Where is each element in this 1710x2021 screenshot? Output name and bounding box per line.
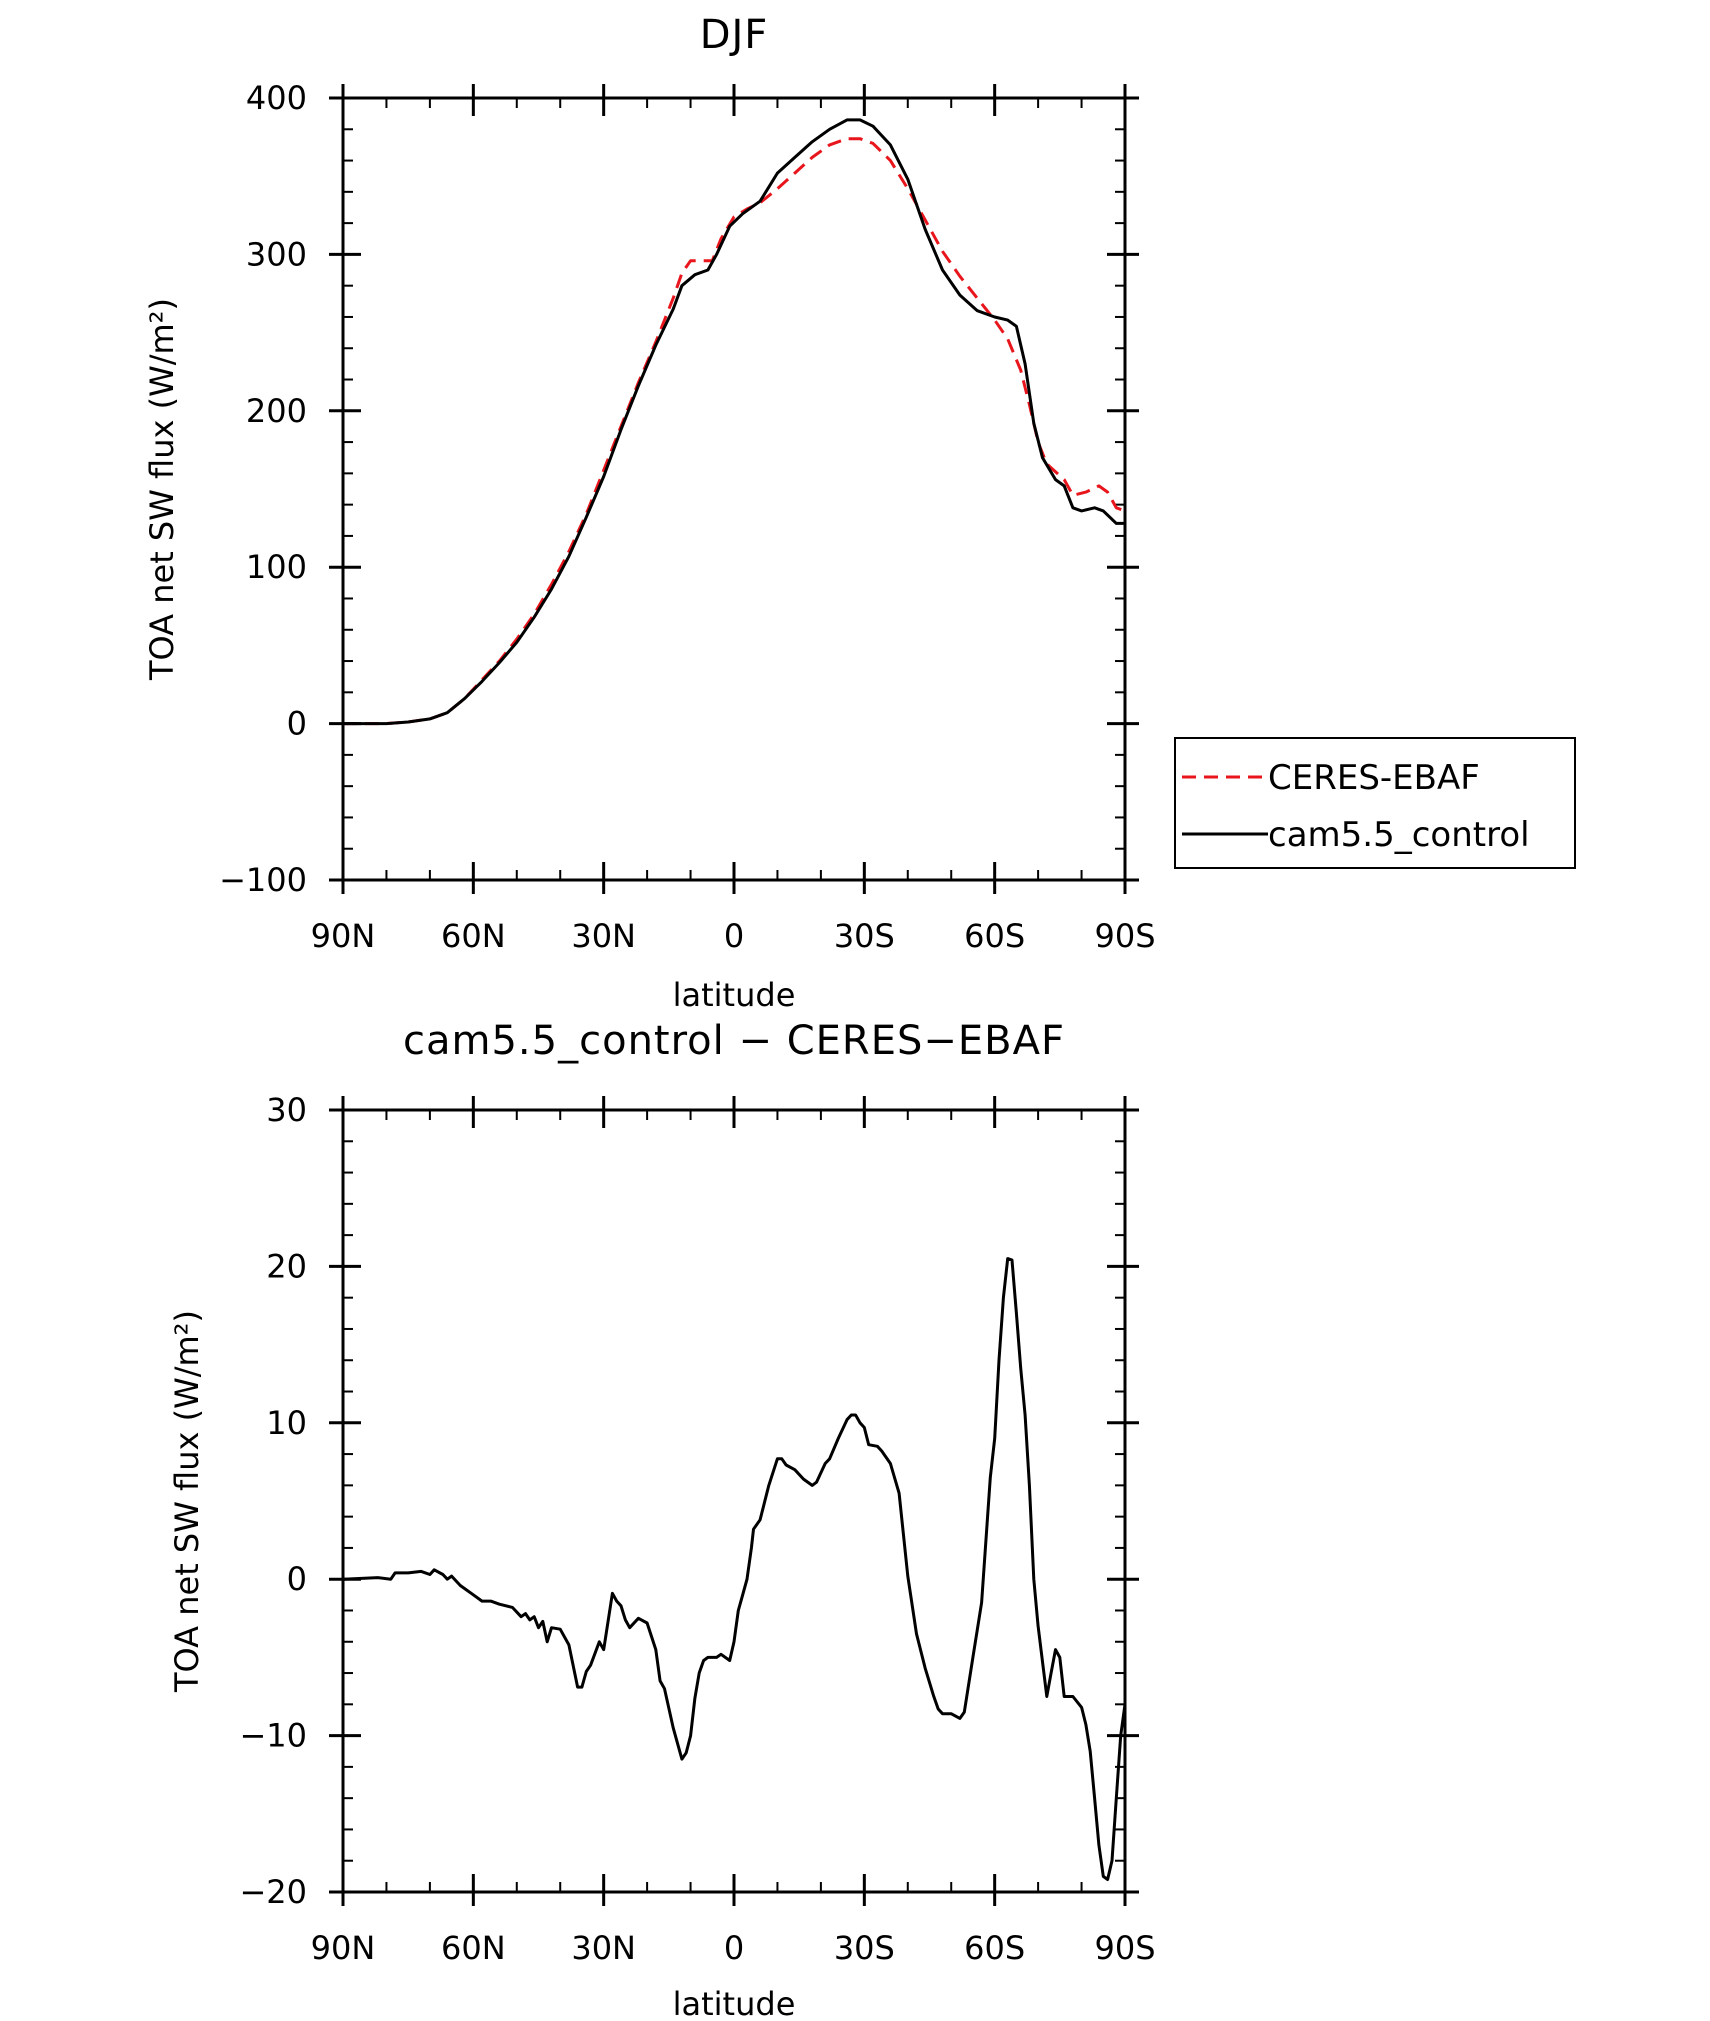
top-x-tick-label: 90N bbox=[311, 917, 376, 955]
bottom-x-tick-label: 60N bbox=[441, 1929, 506, 1967]
top-panel-plot-frame bbox=[341, 96, 1127, 882]
top-panel-x-ticks: 90N 60N 30N 0 30S 60S 90S bbox=[311, 84, 1156, 955]
top-x-tick-label: 30S bbox=[834, 917, 895, 955]
top-y-tick-label: 400 bbox=[246, 79, 307, 117]
bottom-panel-difference: cam5.5_control − CERES−EBAF 30 20 10 0 −10 −2… bbox=[168, 1018, 1156, 2021]
top-x-tick-label: 60N bbox=[441, 917, 506, 955]
bottom-y-tick-label: 0 bbox=[287, 1560, 307, 1598]
legend-label-cam55-control: cam5.5_control bbox=[1268, 815, 1530, 855]
top-y-tick-label: 200 bbox=[246, 392, 307, 430]
bottom-x-tick-label: 90N bbox=[311, 1929, 376, 1967]
top-y-tick-label: 300 bbox=[246, 235, 307, 273]
legend-label-ceres-ebaf: CERES-EBAF bbox=[1268, 758, 1480, 798]
bottom-x-tick-label: 30N bbox=[571, 1929, 636, 1967]
bottom-panel-minor-ticks bbox=[342, 1109, 1126, 1893]
bottom-panel-series bbox=[342, 1257, 1127, 1881]
bottom-panel-y-ticks: 30 20 10 0 −10 −20 bbox=[239, 1091, 1139, 1911]
bottom-panel-y-axis-label: TOA net SW flux (W/m²) bbox=[168, 1310, 206, 1693]
top-series-line-cam5-5-control bbox=[343, 118, 1125, 726]
legend-box bbox=[1174, 737, 1576, 869]
bottom-x-tick-label: 0 bbox=[724, 1929, 744, 1967]
bottom-y-tick-label: 30 bbox=[266, 1091, 307, 1129]
bottom-x-tick-label: 30S bbox=[834, 1929, 895, 1967]
bottom-panel-x-axis-label: latitude bbox=[673, 1985, 796, 2021]
top-panel-y-ticks: 400 300 200 100 0 −100 bbox=[219, 79, 1139, 899]
top-x-tick-label: 30N bbox=[571, 917, 636, 955]
top-x-tick-label: 90S bbox=[1094, 917, 1155, 955]
top-panel-x-axis-label: latitude bbox=[673, 976, 796, 1014]
top-panel-series bbox=[343, 118, 1126, 726]
top-series-line-ceres-ebaf bbox=[343, 137, 1126, 726]
bottom-panel-x-ticks: 90N 60N 30N 0 30S 60S 90S bbox=[311, 1096, 1156, 1967]
bottom-x-tick-label: 60S bbox=[964, 1929, 1025, 1967]
bottom-y-tick-label: −10 bbox=[239, 1717, 307, 1755]
top-y-tick-label: −100 bbox=[219, 861, 307, 899]
top-panel-y-axis-label: TOA net SW flux (W/m²) bbox=[143, 298, 181, 681]
bottom-series-line-0 bbox=[342, 1257, 1127, 1881]
bottom-y-tick-label: −20 bbox=[239, 1873, 307, 1911]
bottom-y-tick-label: 20 bbox=[266, 1247, 307, 1285]
bottom-panel-plot-frame bbox=[341, 1108, 1127, 1894]
top-x-tick-label: 0 bbox=[724, 917, 744, 955]
top-y-tick-label: 100 bbox=[246, 548, 307, 586]
top-x-tick-label: 60S bbox=[964, 917, 1025, 955]
top-panel-minor-ticks bbox=[342, 97, 1126, 881]
top-panel-title: DJF bbox=[700, 12, 769, 58]
top-y-tick-label: 0 bbox=[287, 705, 307, 743]
bottom-x-tick-label: 90S bbox=[1094, 1929, 1155, 1967]
bottom-y-tick-label: 10 bbox=[266, 1404, 307, 1442]
legend: CERES-EBAF cam5.5_control bbox=[1174, 737, 1576, 869]
bottom-panel-title: cam5.5_control − CERES−EBAF bbox=[403, 1018, 1065, 1064]
